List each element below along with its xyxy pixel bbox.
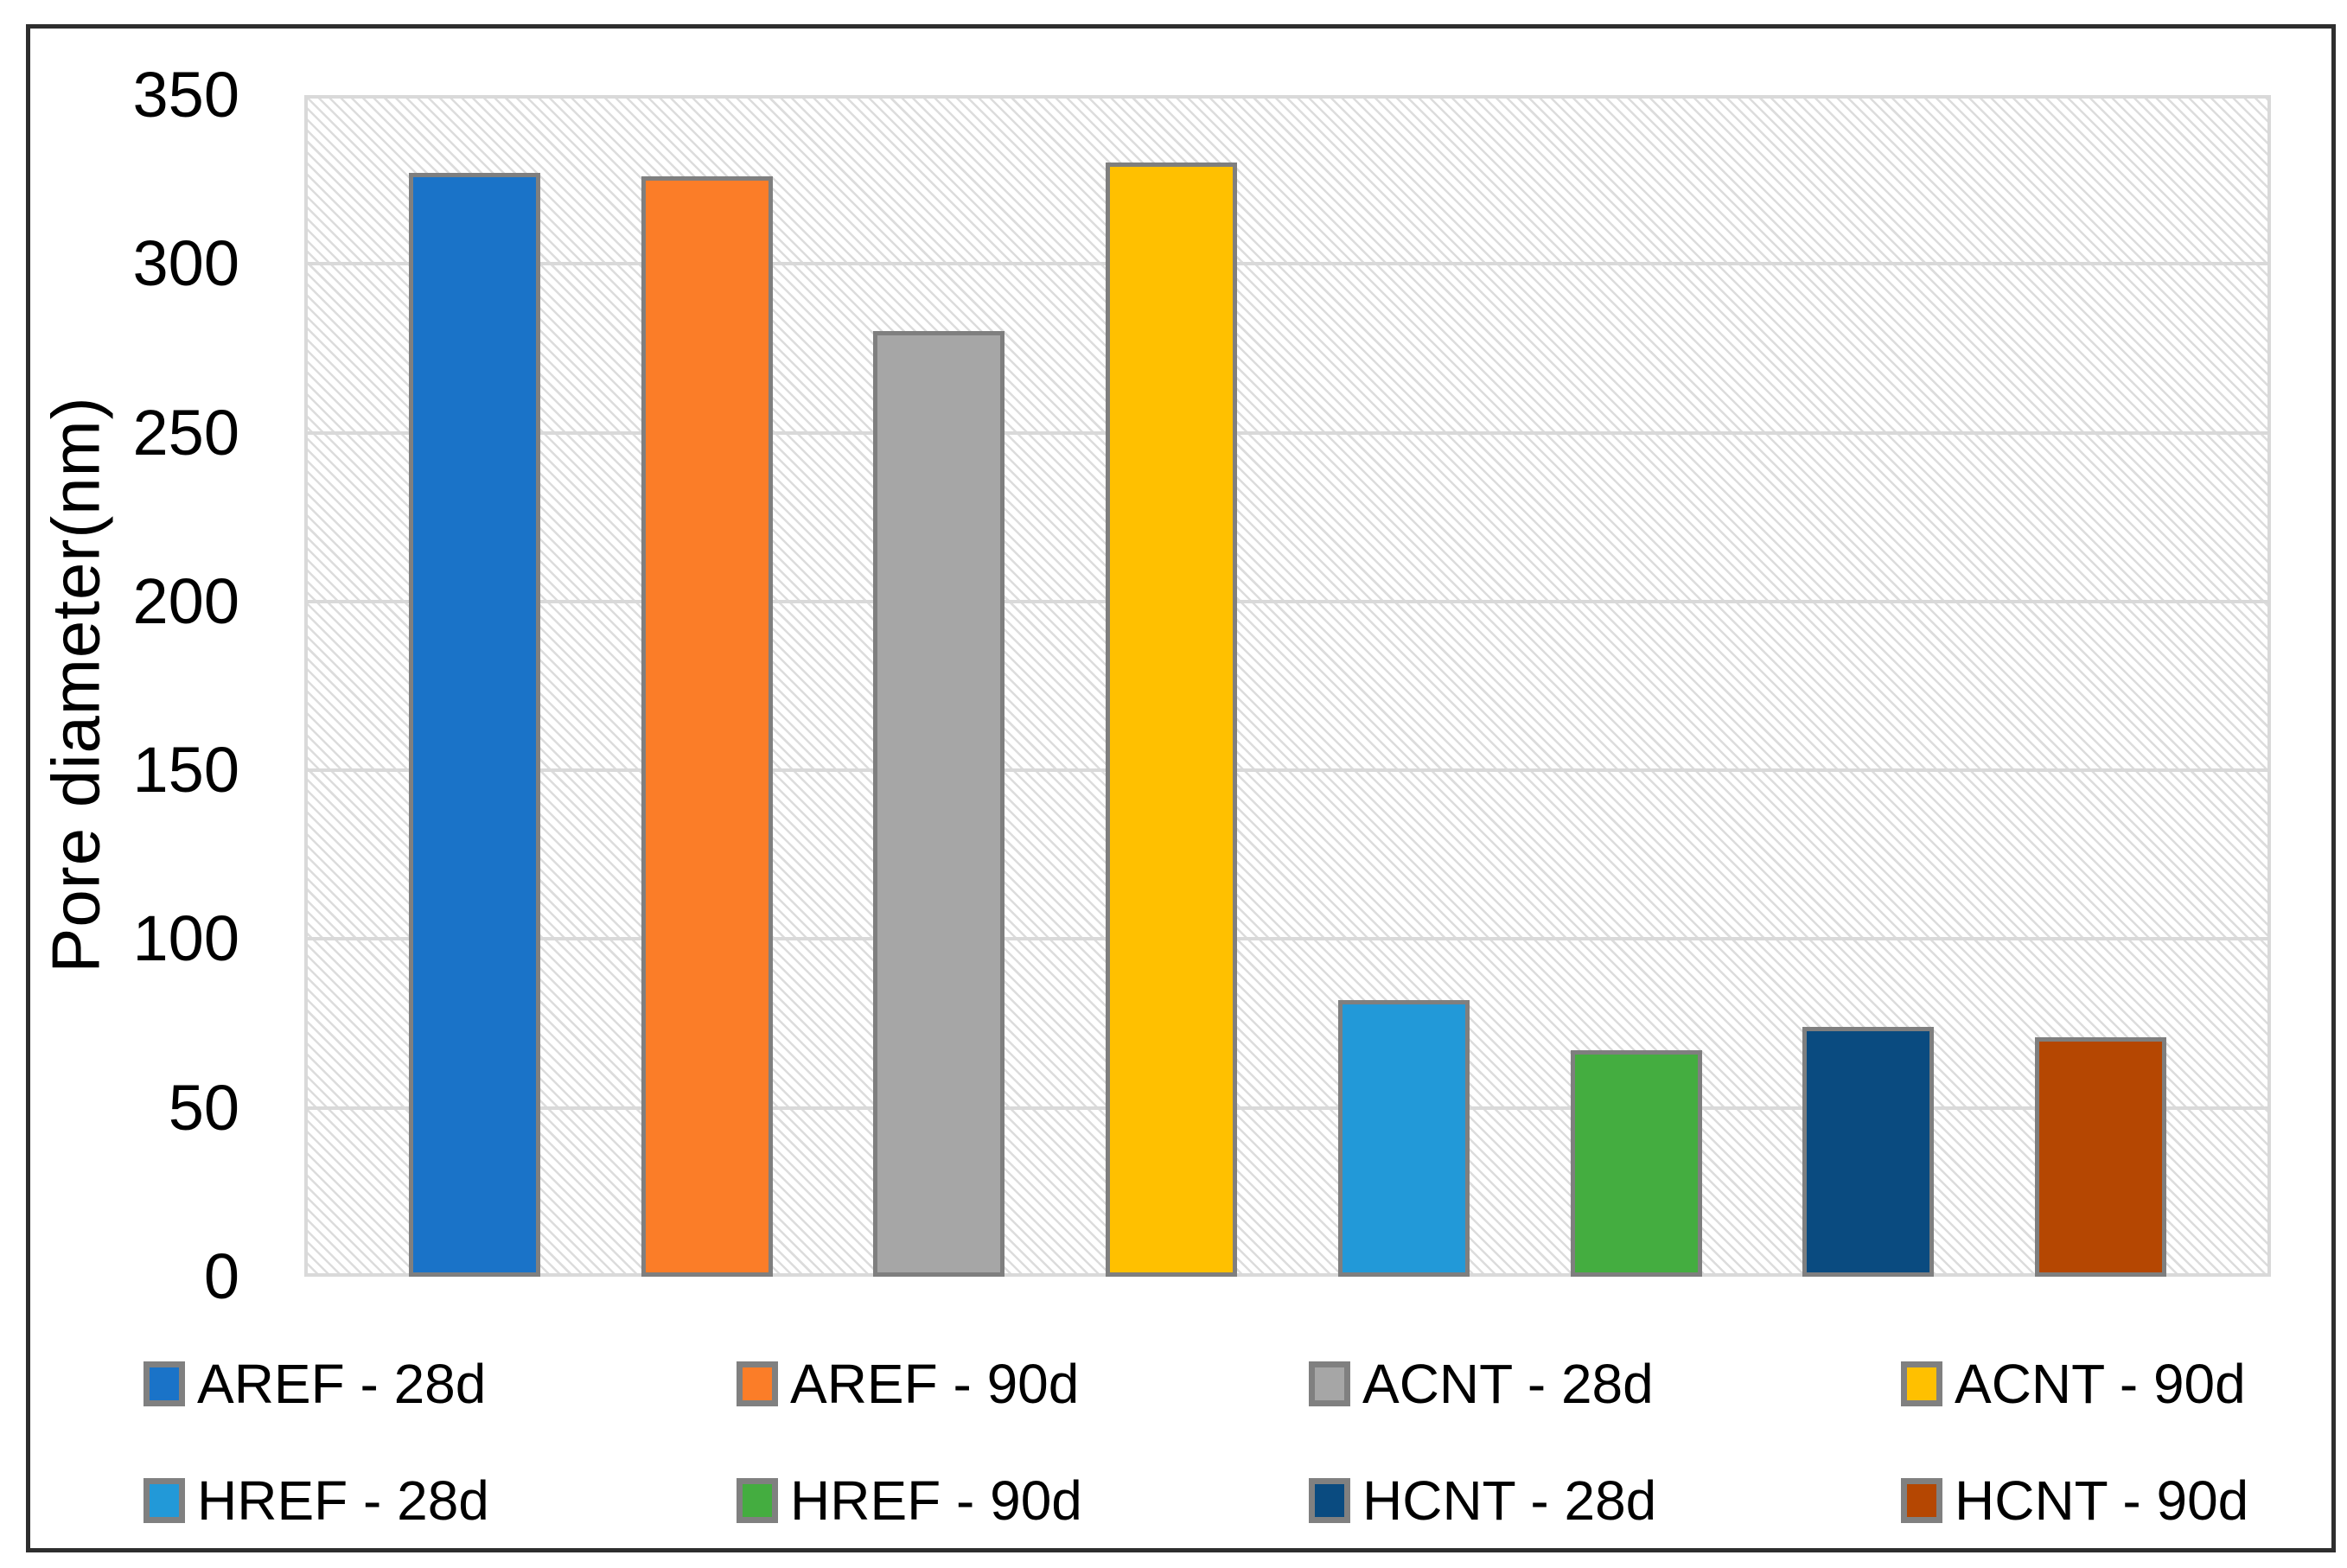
legend-item: HCNT - 28d [1309,1469,1656,1532]
bar-acnt-28d [873,331,1005,1277]
legend-swatch [737,1361,778,1406]
legend-swatch [1309,1361,1350,1406]
y-tick-label: 0 [203,1240,239,1312]
y-tick-label: 50 [168,1071,239,1144]
bar-hcnt-28d [1802,1026,1935,1277]
y-tick-label: 250 [132,396,239,468]
legend-swatch [737,1478,778,1523]
legend-item: AREF - 28d [143,1353,486,1415]
gridline [308,599,2267,603]
y-tick-label: 100 [132,902,239,975]
legend-item: HCNT - 90d [1901,1469,2248,1532]
gridline [308,1273,2267,1277]
legend-item: HREF - 28d [143,1469,489,1532]
y-tick-label: 300 [132,227,239,300]
legend-label: HCNT - 28d [1362,1469,1657,1532]
legend-swatch [1309,1478,1350,1523]
legend-swatch [143,1478,185,1523]
bars-row [308,95,2267,1277]
y-axis-title: Pore diameter(nm) [37,396,114,973]
plot-area [304,95,2271,1277]
legend-label: HREF - 90d [790,1469,1082,1532]
legend-swatch [1901,1361,1942,1406]
legend-label: HCNT - 90d [1955,1469,2249,1532]
legend-label: ACNT - 90d [1955,1353,2246,1415]
gridline [308,430,2267,435]
bar-aref-90d [641,175,773,1277]
legend-label: AREF - 28d [197,1353,487,1415]
y-tick-label: 200 [132,564,239,637]
gridline [308,768,2267,773]
bar-aref-28d [408,172,540,1277]
gridline [308,937,2267,941]
legend-label: ACNT - 28d [1362,1353,1654,1415]
gridline [308,1106,2267,1110]
legend-label: HREF - 28d [197,1469,489,1532]
legend-item: AREF - 90d [737,1353,1079,1415]
bar-href-90d [1570,1050,1702,1277]
bar-hcnt-90d [2035,1036,2167,1277]
bar-href-28d [1337,999,1470,1277]
gridline [308,95,2267,99]
legend-swatch [143,1361,185,1406]
legend-item: HREF - 90d [737,1469,1082,1532]
figure-border [26,24,2336,1552]
legend-item: ACNT - 28d [1309,1353,1654,1415]
y-tick-label: 350 [132,59,239,131]
legend-item: ACNT - 90d [1901,1353,2246,1415]
legend-swatch [1901,1478,1942,1523]
legend-label: AREF - 90d [790,1353,1080,1415]
y-tick-label: 150 [132,734,239,806]
bar-acnt-90d [1106,163,1238,1277]
gridline [308,262,2267,266]
